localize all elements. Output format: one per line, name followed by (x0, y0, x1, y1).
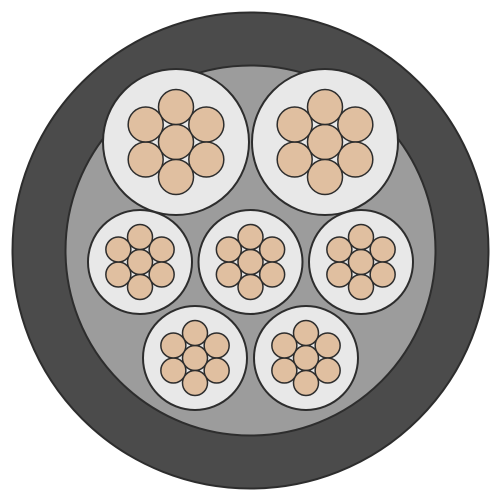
strand (327, 237, 352, 262)
large-conductor-0 (103, 69, 249, 215)
small-conductor-2 (309, 210, 413, 314)
strand (238, 250, 263, 275)
strand (128, 225, 153, 250)
small-conductor-3 (143, 306, 247, 410)
strand (272, 333, 297, 358)
strand (189, 107, 224, 142)
strand (327, 262, 352, 287)
strand (238, 225, 263, 250)
strand (315, 358, 340, 383)
strand (260, 237, 285, 262)
strand (349, 250, 374, 275)
strand (294, 371, 319, 396)
strand (149, 262, 174, 287)
strand (128, 250, 153, 275)
strand (183, 371, 208, 396)
strand (106, 237, 131, 262)
strand (149, 237, 174, 262)
strand (294, 321, 319, 346)
small-conductor-0 (199, 210, 303, 314)
strand (272, 358, 297, 383)
cable-cross-section-diagram (0, 0, 501, 501)
strand (277, 107, 312, 142)
strand (338, 142, 373, 177)
strand (106, 262, 131, 287)
strand (183, 321, 208, 346)
strand (204, 358, 229, 383)
strand (204, 333, 229, 358)
strand (161, 333, 186, 358)
strand (349, 275, 374, 300)
strand (128, 142, 163, 177)
strand (238, 275, 263, 300)
strand (370, 237, 395, 262)
strand (128, 107, 163, 142)
strand (338, 107, 373, 142)
strand (161, 358, 186, 383)
strand (260, 262, 285, 287)
large-conductor-1 (252, 69, 398, 215)
strand (216, 262, 241, 287)
strand (183, 346, 208, 371)
small-conductor-4 (254, 306, 358, 410)
strand (128, 275, 153, 300)
strand (189, 142, 224, 177)
strand (308, 125, 343, 160)
strand (308, 90, 343, 125)
strand (370, 262, 395, 287)
strand (277, 142, 312, 177)
strand (216, 237, 241, 262)
strand (159, 125, 194, 160)
strand (349, 225, 374, 250)
strand (308, 160, 343, 195)
strand (159, 160, 194, 195)
strand (159, 90, 194, 125)
small-conductor-1 (88, 210, 192, 314)
strand (294, 346, 319, 371)
strand (315, 333, 340, 358)
